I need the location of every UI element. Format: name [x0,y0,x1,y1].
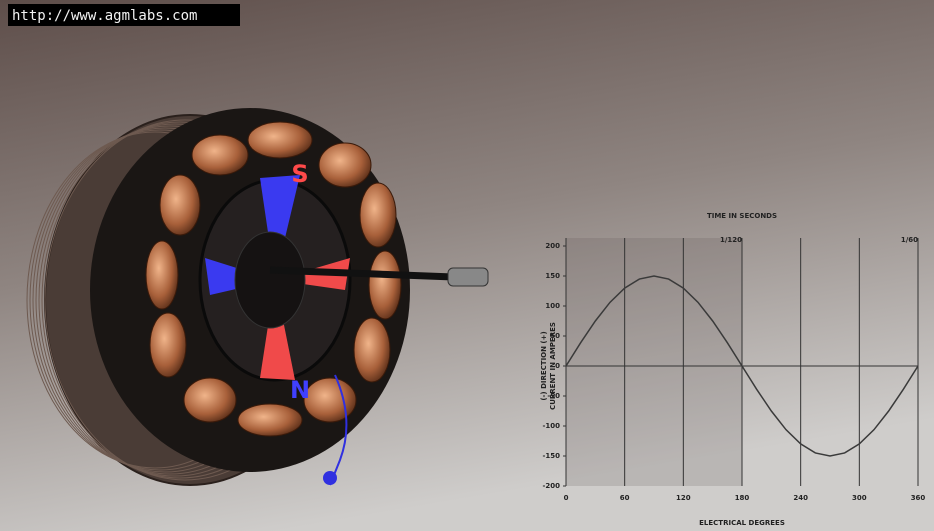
y-tick-label: -200 [542,482,560,490]
x2-tick-label: 1/60 [901,236,918,244]
x-tick-label: 300 [852,494,867,502]
x-tick-label: 60 [620,494,630,502]
y-tick-label: 100 [545,302,560,310]
y-tick-label: 50 [550,332,560,340]
screen: http://www.agmlabs.com S N TIME IN SEC [0,0,934,531]
x-tick-label: 360 [911,494,926,502]
chart-title: TIME IN SECONDS [707,212,777,220]
x-tick-label: 180 [735,494,750,502]
y-tick-label: 150 [545,272,560,280]
x-tick-label: 0 [564,494,569,502]
shaded-region [566,238,742,486]
x2-tick-label: 1/120 [720,236,742,244]
y-axis-label-2: (-) DIRECTION (+) [540,331,548,400]
south-pole-label: S [291,160,308,188]
y-tick-label: 200 [545,242,560,250]
y-tick-label: -100 [542,422,560,430]
north-pole-label: N [290,376,310,404]
x-tick-label: 120 [676,494,691,502]
y-tick-label: -150 [542,452,560,460]
y-tick-label: 0 [555,362,560,370]
x-tick-label: 240 [793,494,808,502]
y-tick-label: -50 [547,392,560,400]
url-text: http://www.agmlabs.com [12,8,197,24]
x-axis-label: ELECTRICAL DEGREES [699,519,785,527]
